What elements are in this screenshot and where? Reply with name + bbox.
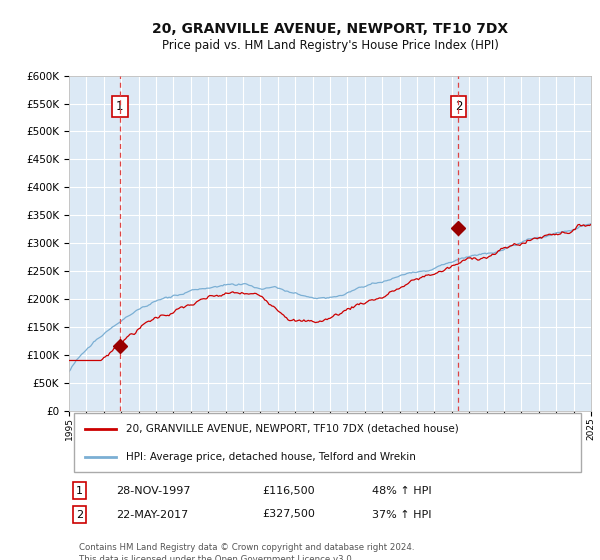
Text: 2: 2: [76, 510, 83, 520]
Text: HPI: Average price, detached house, Telford and Wrekin: HPI: Average price, detached house, Telf…: [127, 452, 416, 462]
FancyBboxPatch shape: [74, 413, 581, 472]
Text: Contains HM Land Registry data © Crown copyright and database right 2024.
This d: Contains HM Land Registry data © Crown c…: [79, 543, 415, 560]
Text: 20, GRANVILLE AVENUE, NEWPORT, TF10 7DX (detached house): 20, GRANVILLE AVENUE, NEWPORT, TF10 7DX …: [127, 423, 459, 433]
Text: 1: 1: [76, 486, 83, 496]
Text: £116,500: £116,500: [262, 486, 315, 496]
Text: £327,500: £327,500: [262, 510, 315, 520]
Text: Price paid vs. HM Land Registry's House Price Index (HPI): Price paid vs. HM Land Registry's House …: [161, 39, 499, 52]
Text: 37% ↑ HPI: 37% ↑ HPI: [372, 510, 431, 520]
Text: 22-MAY-2017: 22-MAY-2017: [116, 510, 188, 520]
Text: 48% ↑ HPI: 48% ↑ HPI: [372, 486, 431, 496]
Text: 2: 2: [455, 100, 462, 113]
Text: 1: 1: [116, 100, 124, 113]
Text: 28-NOV-1997: 28-NOV-1997: [116, 486, 190, 496]
Text: 20, GRANVILLE AVENUE, NEWPORT, TF10 7DX: 20, GRANVILLE AVENUE, NEWPORT, TF10 7DX: [152, 22, 508, 36]
